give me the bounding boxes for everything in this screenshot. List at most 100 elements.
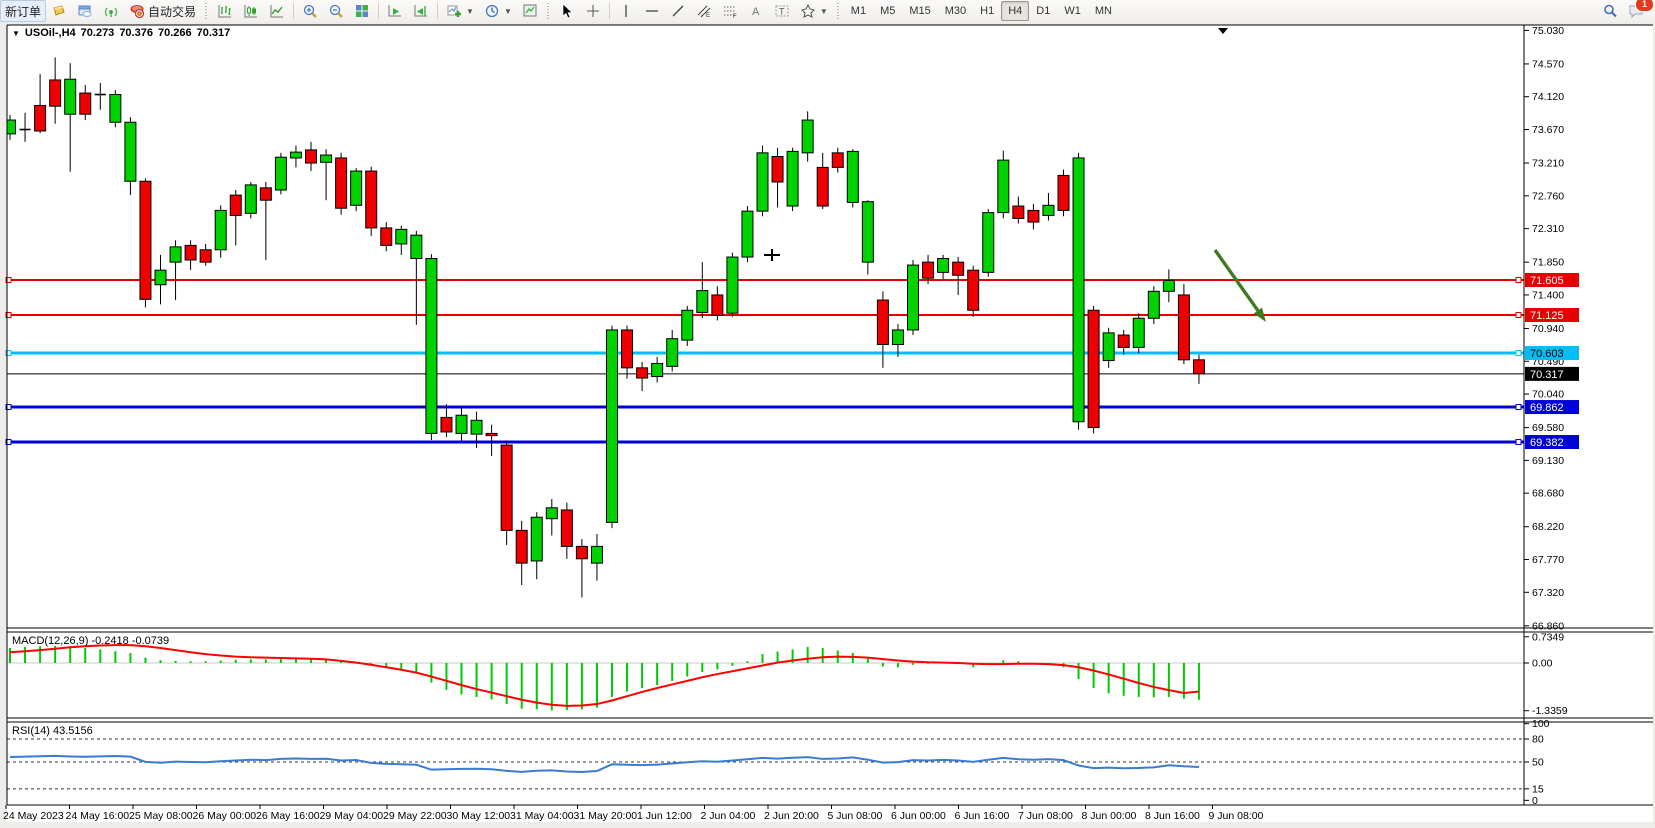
candle-body [636, 367, 649, 379]
candle-body [711, 294, 724, 316]
arrows-button[interactable]: ▼ [795, 0, 833, 22]
line-handle [1515, 404, 1522, 411]
auto-scroll-button[interactable] [382, 0, 408, 22]
ohlc-open: 70.273 [80, 27, 115, 39]
market-watch-button[interactable] [72, 0, 98, 22]
candle-body [214, 209, 227, 251]
channel-button[interactable]: E [691, 0, 717, 22]
candle-body [831, 152, 844, 168]
ohlc-high: 70.376 [119, 27, 153, 39]
chart-area[interactable]: 75.030 74.570 74.120 73.670 73.210 72.760 72.3… [0, 22, 1655, 828]
time-tick: 2 Jun 20:00 [764, 810, 819, 822]
candle-body [606, 329, 618, 523]
bar-chart-mode-button[interactable] [212, 0, 238, 22]
svg-text:T: T [779, 7, 785, 17]
time-tick: 26 May 00:00 [193, 810, 257, 822]
time-tick: 5 Jun 08:00 [828, 810, 883, 822]
time-tick: 31 May 20:00 [574, 810, 638, 822]
time-tick: 2 Jun 04:00 [701, 810, 756, 822]
toolbar-grip [204, 3, 210, 19]
indicators-button[interactable]: ▼ [441, 0, 479, 22]
new-order-button[interactable]: 新订单 [0, 0, 47, 22]
candlestick-mode-button[interactable] [238, 0, 264, 22]
timeframe-m30[interactable]: M30 [944, 5, 967, 17]
text-label-icon: T [775, 5, 789, 17]
search-button[interactable] [1597, 0, 1623, 22]
timeframe-mn[interactable]: MN [1094, 5, 1112, 17]
time-tick: 1 Jun 12:00 [637, 810, 692, 822]
candlestick-chart-icon [244, 5, 258, 18]
signals-button[interactable] [98, 0, 124, 22]
macd-scale-tick: -1.3359 [1532, 705, 1568, 717]
price-label [1525, 435, 1579, 450]
candle-body [7, 119, 16, 135]
candle-body [199, 249, 212, 263]
candle-body [907, 264, 919, 331]
rsi-scale-tick: 100 [1532, 718, 1550, 730]
line-handle [1515, 439, 1522, 446]
timeframe-h1[interactable]: H1 [980, 5, 995, 17]
annotations[interactable] [764, 249, 1266, 322]
chevron-down-icon: ▼ [466, 6, 474, 16]
fibonacci-button[interactable]: F [717, 0, 743, 22]
cursor-button[interactable] [554, 0, 580, 22]
line-handle [1515, 311, 1522, 318]
zoom-out-button[interactable] [323, 0, 349, 22]
candle-body [335, 157, 348, 209]
timeframe-m15[interactable]: M15 [909, 5, 931, 17]
candle-body [1147, 290, 1160, 319]
auto-trading-button[interactable]: 自动交易 [124, 0, 201, 22]
templates-button[interactable] [517, 0, 543, 22]
candle-body [395, 228, 408, 245]
chart-shift-button[interactable] [408, 0, 434, 22]
candle-body [154, 269, 167, 286]
candle-body [259, 187, 272, 201]
periods-button[interactable]: ▼ [479, 0, 517, 22]
timeframe-m5[interactable]: M5 [880, 5, 896, 17]
candle-body [967, 269, 980, 311]
vertical-line-button[interactable] [613, 0, 639, 22]
rsi-scale-tick: 0 [1532, 795, 1538, 807]
text-label-button[interactable]: T [769, 0, 795, 22]
trend-arrow-head [1253, 307, 1266, 322]
candle-body [365, 170, 378, 229]
tile-windows-button[interactable] [349, 0, 375, 22]
price-label-text: 70.603 [1530, 348, 1564, 360]
price-label-text: 69.862 [1530, 402, 1564, 414]
rsi-line [9, 754, 1199, 773]
candle-body [64, 78, 77, 115]
price-label [1525, 400, 1579, 415]
candle-body [410, 234, 423, 260]
timeframe-m1[interactable]: M1 [850, 5, 867, 17]
timeframe-d1[interactable]: D1 [1036, 5, 1051, 17]
line-chart-mode-button[interactable] [264, 0, 290, 22]
charts-button[interactable] [46, 0, 72, 22]
chart-canvas[interactable]: 75.030 74.570 74.120 73.670 73.210 72.760 72.3… [0, 22, 1655, 828]
rsi-scale-tick: 15 [1532, 783, 1544, 795]
price-tick: 70.940 [1532, 323, 1564, 335]
candle-body [982, 212, 995, 273]
candle-body [726, 256, 739, 314]
candle-body [816, 166, 829, 207]
level-lines[interactable] [5, 277, 1524, 446]
line-handle [5, 311, 12, 318]
timeframe-w1[interactable]: W1 [1064, 5, 1081, 17]
candle-body [425, 258, 438, 434]
candle-body [876, 299, 889, 346]
candle-body [244, 184, 257, 214]
chart-shift-marker[interactable] [1218, 28, 1228, 34]
price-tick: 69.580 [1532, 422, 1564, 434]
macd-label: MACD(12,26,9) -0.2418 -0.0739 [12, 635, 170, 647]
crosshair-button[interactable] [580, 0, 606, 22]
candle-body [289, 151, 302, 159]
candle-body [440, 416, 453, 433]
timeframe-h4[interactable]: H4 [1001, 1, 1030, 21]
chevron-down-icon: ▼ [12, 28, 20, 38]
zoom-in-button[interactable] [297, 0, 323, 22]
candle-body [1117, 334, 1130, 348]
fibonacci-icon: F [723, 6, 737, 19]
trendline-button[interactable] [665, 0, 691, 22]
horizontal-line-button[interactable] [639, 0, 665, 22]
text-button[interactable]: A [743, 0, 769, 22]
notifications-button[interactable]: 1 [1623, 0, 1654, 22]
